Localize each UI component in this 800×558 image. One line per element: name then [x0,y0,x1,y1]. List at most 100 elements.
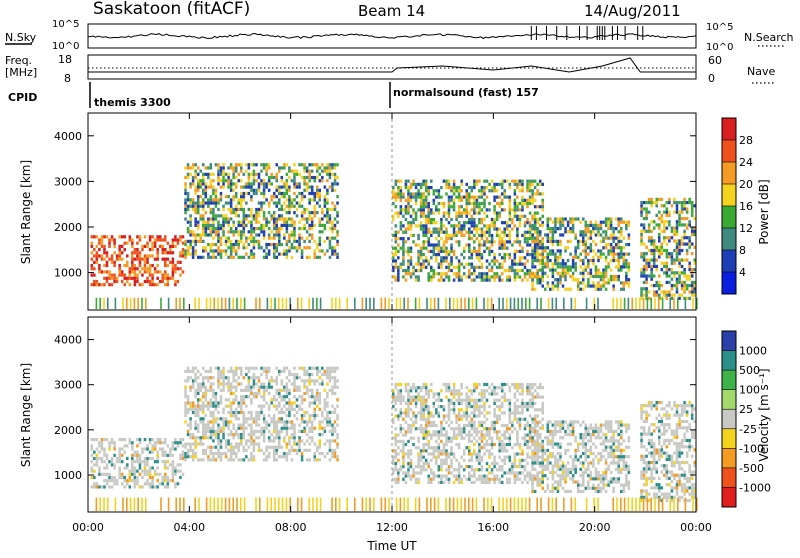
power-cell [308,186,311,189]
power-cell [205,233,208,236]
power-cell [595,224,598,227]
velocity-cell [308,376,311,379]
power-cell [427,227,430,230]
power-cell [472,298,474,309]
velocity-cell [222,452,225,455]
power-cell [590,249,593,252]
power-cell [298,163,301,166]
velocity-cell [293,433,296,436]
velocity-cell [308,414,311,417]
velocity-cell [253,430,256,433]
velocity-cell [415,418,418,421]
power-cell [220,195,223,198]
velocity-cell [407,405,410,408]
power-cell [136,248,139,251]
power-cell [592,230,595,233]
power-cell [677,298,679,309]
velocity-cell [410,452,413,455]
power-cell [602,284,605,287]
power-cell [365,298,367,309]
power-cell [465,205,468,208]
power-cell [554,284,557,287]
power-cell [691,214,694,217]
power-cell [103,235,106,238]
velocity-cell [123,485,126,488]
power-cell [663,249,666,252]
power-cell [653,201,656,204]
power-cell [281,208,284,211]
power-cell [615,243,618,246]
power-cell [443,250,446,253]
velocity-cell [331,411,334,414]
power-cell [123,242,126,245]
power-cell [483,275,486,278]
power-cell [427,250,430,253]
power-cell [529,221,532,224]
power-cell [669,298,671,309]
power-cell [258,243,261,246]
velocity-cell [240,367,243,370]
power-cell [146,277,149,280]
y-tick-label: 2000 [54,221,82,234]
power-cell [123,248,126,251]
power-cell [453,298,455,309]
power-cell [605,272,608,275]
power-cell [240,195,243,198]
velocity-cell [260,382,263,385]
velocity-cell [293,367,296,370]
velocity-cell [151,444,154,447]
power-cell [443,272,446,275]
power-cell [650,271,653,274]
power-cell [113,280,116,283]
velocity-cell [111,441,114,444]
power-cell [205,249,208,252]
velocity-cell [141,447,144,450]
power-cell [569,269,572,272]
power-cell [174,245,177,248]
power-cell [202,227,205,230]
velocity-cell [106,463,109,466]
power-cell [422,205,425,208]
power-cell [220,224,223,227]
velocity-cell [131,466,134,469]
power-cell [509,205,512,208]
velocity-cell [237,442,240,445]
power-cell [187,253,190,256]
velocity-cell [319,401,322,404]
power-cell [521,247,524,250]
velocity-cell [440,475,443,478]
power-cell [248,192,251,195]
power-cell [628,265,631,268]
velocity-cell [220,395,223,398]
power-cell [212,221,215,224]
power-cell [207,176,210,179]
power-cell [275,217,278,220]
power-cell [473,183,476,186]
power-cell [620,288,623,291]
velocity-cell [296,389,299,392]
power-cell [438,263,441,266]
velocity-cell [174,466,177,469]
power-cell [427,275,430,278]
power-cell [319,221,322,224]
power-cell [321,249,324,252]
velocity-cell [210,427,213,430]
cpid-label: CPID [8,91,37,104]
power-cell [491,189,494,192]
power-cell [126,261,129,264]
power-cell [402,208,405,211]
power-cell [688,262,691,265]
power-cell [324,224,327,227]
velocity-cell [407,411,410,414]
power-cell [511,208,514,211]
power-cell [691,274,694,277]
velocity-cell [172,444,175,447]
power-cell [422,199,425,202]
velocity-cell [263,417,266,420]
power-cell [577,217,580,220]
velocity-cell [293,373,296,376]
power-cell [526,183,529,186]
velocity-cell [144,470,147,473]
velocity-cell [182,444,185,447]
power-cell [98,267,101,270]
